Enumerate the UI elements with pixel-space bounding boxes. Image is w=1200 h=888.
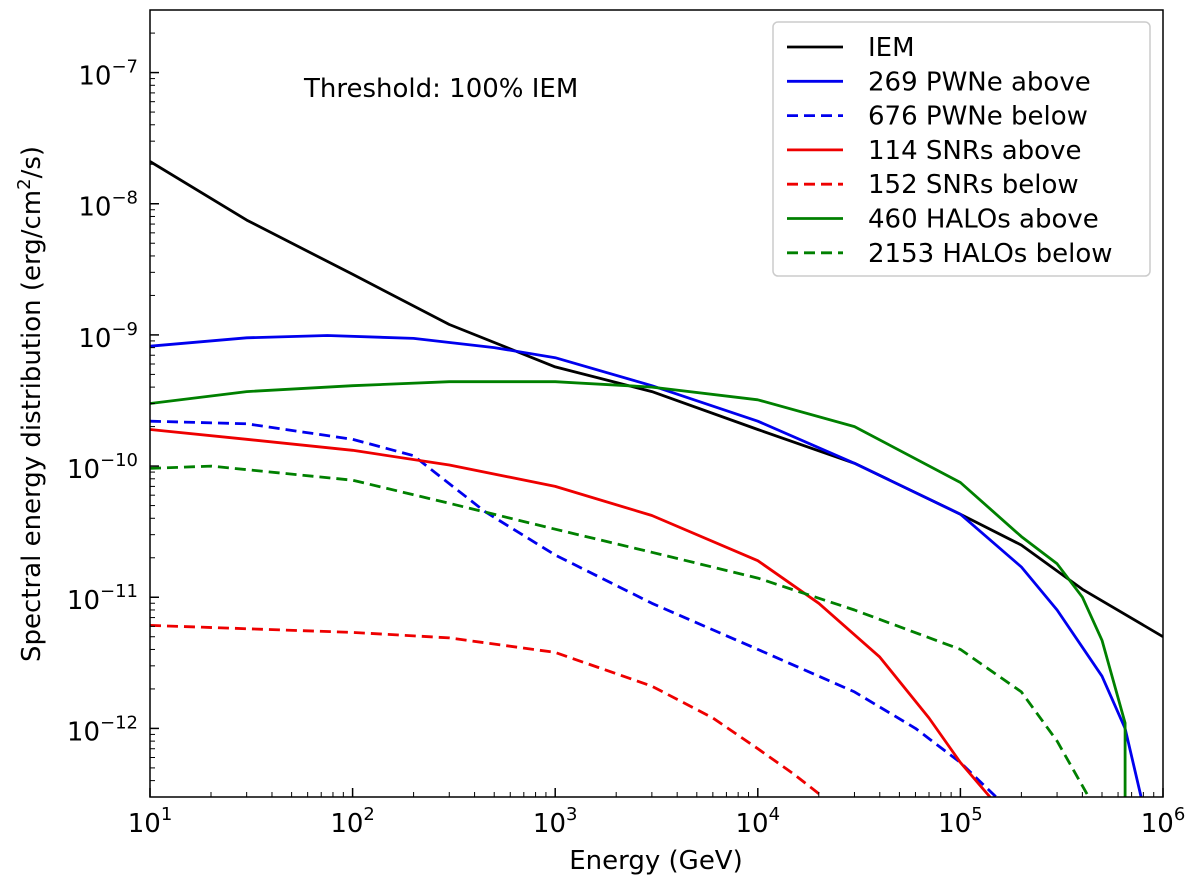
y-tick-label: 10−8 xyxy=(78,188,138,223)
legend-label-676-pwne-below: 676 PWNe below xyxy=(868,102,1088,132)
y-tick-label: 10−11 xyxy=(67,581,138,616)
y-axis-label: Spectral energy distribution (erg/cm2/s) xyxy=(14,146,47,662)
legend-label-2153-halos-below: 2153 HALOs below xyxy=(868,239,1113,269)
series-line-460-halos-above xyxy=(150,380,1127,797)
series-layer xyxy=(150,160,1163,797)
legend-label-iem: IEM xyxy=(868,33,915,63)
threshold-annotation: Threshold: 100% IEM xyxy=(303,74,578,104)
x-tick-label: 101 xyxy=(128,804,173,839)
x-tick-label: 105 xyxy=(938,804,983,839)
x-axis-label: Energy (GeV) xyxy=(569,846,743,876)
series-line-269-pwne-above xyxy=(150,334,1143,797)
x-tick-label: 103 xyxy=(533,804,578,839)
y-tick-label: 10−9 xyxy=(78,319,138,354)
ticks-layer: 101 102 103 104 105 106 10−7 10−8 10−9 10−10 10−11… xyxy=(67,32,1186,839)
y-tick-label: 10−10 xyxy=(67,450,138,485)
legend-label-114-snrs-above: 114 SNRs above xyxy=(868,136,1081,166)
legend-label-460-halos-above: 460 HALOs above xyxy=(868,205,1099,235)
legend-label-152-snrs-below: 152 SNRs below xyxy=(868,170,1079,200)
legend-box xyxy=(772,21,1151,277)
x-tick-label: 104 xyxy=(736,804,781,839)
y-tick-label: 10−12 xyxy=(67,712,138,747)
series-line-iem xyxy=(150,160,1163,638)
series-line-676-pwne-below xyxy=(150,419,998,797)
series-line-2153-halos-below xyxy=(150,464,1090,797)
legend: IEM 269 PWNe above 676 PWNe below 114 SNRs … xyxy=(772,21,1151,277)
y-tick-label: 10−7 xyxy=(78,57,138,92)
x-tick-label: 106 xyxy=(1141,804,1186,839)
x-tick-label: 102 xyxy=(330,804,375,839)
legend-label-269-pwne-above: 269 PWNe above xyxy=(868,67,1091,97)
series-line-114-snrs-above xyxy=(150,428,992,797)
